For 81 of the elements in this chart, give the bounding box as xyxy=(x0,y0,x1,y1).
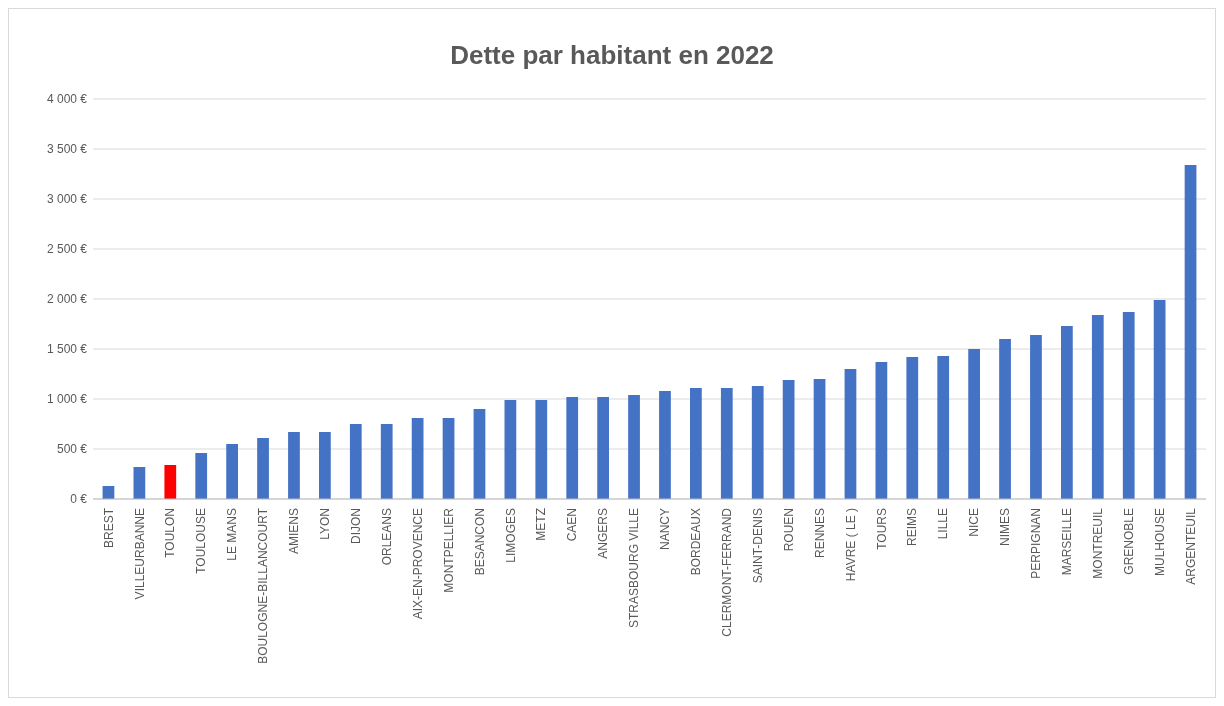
x-tick-label: BREST xyxy=(101,507,116,549)
x-tick-label: MULHOUSE xyxy=(1152,508,1167,577)
bar xyxy=(535,400,548,499)
x-tick-label: LYON xyxy=(318,508,333,540)
bar xyxy=(566,397,579,499)
x-tick-label: REIMS xyxy=(905,508,920,547)
bar xyxy=(844,369,857,499)
x-tick-label: BORDEAUX xyxy=(689,508,704,576)
bar xyxy=(257,438,269,499)
bar xyxy=(1122,312,1135,499)
x-tick-label: TOULOUSE xyxy=(194,508,209,574)
bar xyxy=(1030,335,1042,499)
x-tick-label: MONTREUIL xyxy=(1090,507,1105,579)
x-tick-label: NIMES xyxy=(998,508,1013,547)
y-tick-label: 4 000 € xyxy=(46,92,88,107)
x-tick-label: HAVRE ( LE ) xyxy=(843,508,858,582)
x-tick-label: LE MANS xyxy=(225,508,240,561)
x-tick-label: RENNES xyxy=(812,508,827,559)
x-tick-label: ANGERS xyxy=(596,508,611,559)
x-tick-label: AIX-EN-PROVENCE xyxy=(410,508,425,620)
bar xyxy=(999,339,1011,499)
bar xyxy=(319,432,331,499)
x-tick-label: STRASBOURG VILLE xyxy=(627,508,642,629)
bar xyxy=(1153,300,1166,499)
bar xyxy=(751,386,764,499)
x-tick-label: MONTPELLIER xyxy=(441,507,456,593)
bar xyxy=(937,356,950,499)
x-tick-label: BESANCON xyxy=(472,508,487,576)
y-tick-label: 3 500 € xyxy=(46,142,88,157)
x-tick-label: PERPIGNAN xyxy=(1029,508,1044,579)
x-tick-label: NANCY xyxy=(658,508,673,551)
bar xyxy=(504,400,517,499)
y-tick-label: 500 € xyxy=(56,442,88,457)
bar xyxy=(720,388,733,499)
x-tick-label: AMIENS xyxy=(287,508,302,555)
x-tick-label: LIMOGES xyxy=(503,508,518,563)
x-tick-label: CAEN xyxy=(565,508,580,542)
y-tick-label: 3 000 € xyxy=(46,192,88,207)
bar xyxy=(906,357,919,499)
bar xyxy=(226,444,238,499)
x-tick-label: BOULOGNE-BILLANCOURT xyxy=(256,507,271,664)
x-tick-label: SAINT-DENIS xyxy=(750,508,765,584)
bar xyxy=(1184,165,1197,499)
bar xyxy=(659,391,671,499)
x-tick-label: DIJON xyxy=(348,508,363,544)
y-tick-label: 2 500 € xyxy=(46,242,88,257)
x-tick-label: CLERMONT-FERRAND xyxy=(719,507,734,637)
x-tick-label: MARSEILLE xyxy=(1060,508,1075,576)
x-tick-label: GRENOBLE xyxy=(1121,508,1136,575)
bar xyxy=(597,397,609,499)
x-tick-label: TOULON xyxy=(163,508,178,558)
bar xyxy=(442,418,455,499)
bar xyxy=(1091,315,1104,499)
bar xyxy=(968,349,980,499)
x-tick-label: TOURS xyxy=(874,508,889,550)
x-tick-label: ROUEN xyxy=(781,508,796,552)
bar xyxy=(628,395,640,499)
chart-title: Dette par habitant en 2022 xyxy=(450,40,774,70)
bar xyxy=(782,380,795,499)
bar xyxy=(1061,326,1073,499)
bar xyxy=(875,362,888,499)
x-tick-label: LILLE xyxy=(936,508,951,540)
x-tick-label: NICE xyxy=(967,508,982,537)
bar xyxy=(690,388,702,499)
bar xyxy=(195,453,208,499)
bar xyxy=(164,465,177,499)
bar xyxy=(349,424,362,499)
x-tick-label: ORLEANS xyxy=(379,508,394,566)
bar xyxy=(380,424,393,499)
y-tick-label: 1 000 € xyxy=(46,392,88,407)
x-tick-label: METZ xyxy=(534,508,549,541)
bar xyxy=(411,418,424,499)
y-tick-label: 1 500 € xyxy=(46,342,88,357)
x-tick-label: VILLEURBANNE xyxy=(132,508,147,600)
bar xyxy=(813,379,826,499)
bar xyxy=(473,409,486,499)
x-tick-label: ARGENTEUIL xyxy=(1183,507,1198,585)
y-tick-label: 0 € xyxy=(70,492,88,507)
bar xyxy=(288,432,300,499)
y-tick-label: 2 000 € xyxy=(46,292,88,307)
bar xyxy=(133,467,146,499)
